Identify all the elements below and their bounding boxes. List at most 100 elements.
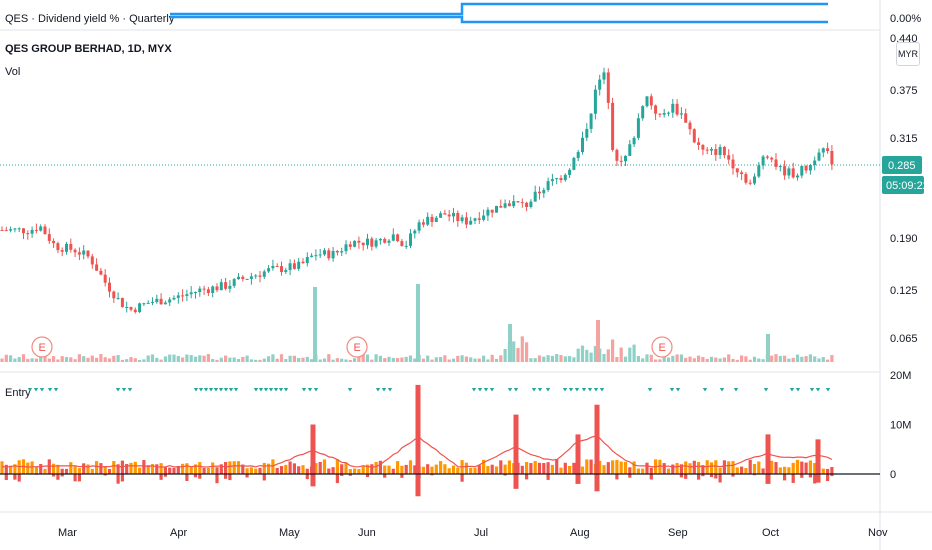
volume-bar: [374, 354, 378, 362]
candle-body: [396, 234, 400, 242]
candle-body: [22, 228, 25, 234]
candle-body: [73, 249, 77, 253]
candle-body: [636, 118, 640, 138]
volume-bar: [219, 357, 223, 362]
entry-tick-label: 20M: [890, 370, 911, 382]
currency-button[interactable]: MYR: [896, 42, 920, 66]
candle-body: [340, 251, 344, 253]
entry-bar: [464, 462, 468, 474]
entry-bar-negative: [245, 474, 249, 478]
candle-body: [249, 276, 253, 279]
volume-bar: [112, 355, 116, 362]
volume-bar: [752, 356, 757, 362]
candle-body: [679, 113, 683, 115]
candle-body: [516, 201, 520, 203]
entry-marker: [531, 388, 537, 392]
volume-spike: [416, 284, 420, 362]
entry-axis: 20M 10M 0: [890, 370, 911, 481]
volume-bar: [348, 359, 352, 362]
entry-bar-negative: [348, 474, 352, 476]
entry-markers-group: [27, 388, 831, 392]
candle-body: [77, 252, 81, 255]
candle-body: [447, 214, 451, 217]
volume-spike: [508, 324, 512, 362]
candle-body: [460, 217, 464, 222]
volume-bar: [387, 356, 391, 362]
candle-body: [366, 238, 369, 246]
candle-body: [181, 295, 185, 297]
volume-bar: [456, 355, 460, 362]
earnings-badge[interactable]: [31, 336, 53, 358]
candle-body: [383, 238, 387, 243]
candle-body: [335, 250, 339, 253]
volume-bar: [529, 358, 533, 362]
candle-body: [95, 264, 99, 271]
entry-bar: [679, 464, 683, 474]
candle-body: [310, 255, 314, 258]
earnings-badge[interactable]: [651, 336, 673, 358]
candle-body: [301, 261, 305, 264]
entry-bar: [374, 461, 378, 474]
candle-body: [503, 203, 507, 208]
volume-bar: [628, 347, 632, 362]
entry-marker: [121, 388, 127, 392]
entry-bar: [228, 461, 232, 474]
entry-bar: [275, 467, 279, 474]
candle-body: [159, 298, 163, 305]
candle-body: [417, 222, 421, 231]
candle-body: [589, 113, 593, 129]
candle-body: [353, 240, 357, 247]
entry-bar-negative: [709, 474, 714, 478]
volume-bar: [654, 359, 658, 362]
entry-marker: [273, 388, 279, 392]
entry-bar-negative: [52, 474, 56, 477]
entry-bar: [550, 464, 554, 474]
candle-body: [563, 174, 567, 181]
entry-marker: [587, 388, 593, 392]
time-tick-label: Apr: [170, 527, 187, 539]
volume-bar: [662, 354, 666, 362]
entry-bar-negative: [400, 474, 404, 478]
entry-marker: [763, 388, 769, 392]
entry-bar: [546, 462, 550, 474]
entry-bar-negative: [649, 474, 653, 480]
entry-marker: [39, 388, 45, 392]
candle-body: [357, 240, 361, 243]
entry-bar: [335, 459, 339, 474]
entry-spike-negative: [815, 474, 821, 483]
entry-spike: [815, 439, 821, 474]
volume-bar: [580, 345, 585, 362]
candle-body: [826, 148, 830, 151]
entry-bar-negative: [340, 474, 344, 476]
earnings-badge[interactable]: [346, 336, 368, 358]
volume-bar: [267, 356, 271, 362]
entry-bar: [125, 463, 129, 474]
entry-marker: [825, 388, 831, 392]
volume-bar: [516, 347, 520, 362]
volume-bar: [9, 355, 13, 362]
volume-bar: [82, 356, 86, 362]
dividend-yield-pane: QES · Dividend yield % · Quarterly 0.00%: [5, 2, 921, 25]
entry-bar-negative: [77, 474, 81, 482]
volume-bar: [361, 354, 365, 362]
entry-bar: [748, 459, 752, 474]
entry-bar: [533, 461, 537, 474]
entry-bar: [95, 461, 99, 474]
candle-body: [391, 234, 395, 241]
volume-bar: [426, 355, 430, 362]
volume-bar: [77, 354, 81, 362]
volume-bar: [193, 356, 198, 362]
candle-body: [108, 282, 111, 292]
volume-bar: [490, 354, 494, 362]
entry-bar: [555, 459, 559, 474]
volume-bar: [761, 359, 765, 362]
volume-bar: [602, 354, 606, 362]
earnings-badge-label: E: [659, 342, 666, 354]
entry-bar: [378, 460, 382, 474]
candle-body: [103, 274, 107, 283]
entry-marker: [115, 388, 121, 392]
entry-bar: [297, 466, 301, 474]
entry-marker: [223, 388, 229, 392]
entry-bar: [645, 462, 649, 474]
